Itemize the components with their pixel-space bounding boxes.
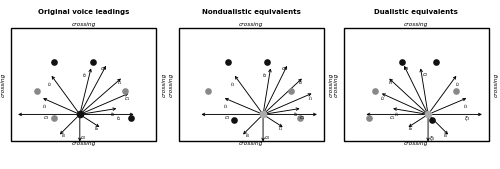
Bar bbox=[12, 28, 156, 141]
Text: $t_1$: $t_1$ bbox=[116, 114, 122, 123]
Text: crossing: crossing bbox=[329, 72, 334, 97]
Text: $c_3$: $c_3$ bbox=[42, 114, 50, 122]
Text: Nondualistic equivalents: Nondualistic equivalents bbox=[202, 9, 300, 15]
Text: $c_1$: $c_1$ bbox=[299, 114, 306, 122]
Text: $c_2$: $c_2$ bbox=[281, 65, 287, 73]
Bar bbox=[179, 28, 324, 141]
Text: $i_3$: $i_3$ bbox=[388, 78, 393, 87]
Text: crossing: crossing bbox=[494, 72, 499, 97]
Text: crossing: crossing bbox=[404, 22, 428, 27]
Text: $t_3$: $t_3$ bbox=[110, 110, 116, 119]
Text: $i_1$: $i_1$ bbox=[394, 110, 399, 119]
Text: $\xi_3$: $\xi_3$ bbox=[464, 114, 471, 123]
Text: crossing: crossing bbox=[72, 22, 96, 27]
Text: $t_1$: $t_1$ bbox=[293, 110, 299, 119]
Text: $t_3$: $t_3$ bbox=[262, 71, 268, 79]
Text: $i_0$: $i_0$ bbox=[442, 131, 448, 140]
Text: $i_3$: $i_3$ bbox=[463, 102, 468, 111]
Text: $i_3$: $i_3$ bbox=[42, 102, 47, 111]
Text: $c_2$: $c_2$ bbox=[100, 65, 106, 73]
Text: $i_1$: $i_1$ bbox=[116, 78, 122, 87]
Text: $i_2$: $i_2$ bbox=[456, 80, 460, 89]
Text: crossing: crossing bbox=[72, 141, 96, 146]
Text: crossing: crossing bbox=[168, 72, 173, 97]
Text: $i_b$: $i_b$ bbox=[408, 124, 414, 133]
Text: $\xi_0$: $\xi_0$ bbox=[428, 134, 436, 142]
Text: crossing: crossing bbox=[404, 141, 428, 146]
Text: $c_3$: $c_3$ bbox=[224, 114, 231, 122]
Text: $c_0$: $c_0$ bbox=[80, 134, 87, 142]
Text: crossing: crossing bbox=[162, 72, 166, 97]
Text: $i_1$: $i_1$ bbox=[308, 94, 313, 103]
Text: $i_1$: $i_1$ bbox=[278, 124, 283, 133]
Text: crossing: crossing bbox=[239, 141, 264, 146]
Text: $i_2$: $i_2$ bbox=[380, 94, 385, 103]
Text: $t_2$: $t_2$ bbox=[82, 71, 87, 79]
Text: $c_0$: $c_0$ bbox=[264, 134, 270, 142]
Text: $c_3$: $c_3$ bbox=[404, 65, 410, 73]
Text: $i_0$: $i_0$ bbox=[62, 131, 67, 140]
Text: $i_3$: $i_3$ bbox=[224, 102, 228, 111]
Text: $i_2$: $i_2$ bbox=[48, 80, 52, 89]
Text: $i_3$: $i_3$ bbox=[230, 80, 236, 89]
Text: $c_1$: $c_1$ bbox=[390, 114, 396, 122]
Text: $i_b$: $i_b$ bbox=[94, 124, 100, 133]
Text: $c_2$: $c_2$ bbox=[422, 71, 429, 79]
Bar bbox=[344, 28, 488, 141]
Text: $i_2$: $i_2$ bbox=[298, 78, 304, 87]
Text: Dualistic equivalents: Dualistic equivalents bbox=[374, 9, 458, 15]
Text: $c_1$: $c_1$ bbox=[124, 95, 130, 103]
Text: crossing: crossing bbox=[239, 22, 264, 27]
Text: Original voice leadings: Original voice leadings bbox=[38, 9, 130, 15]
Text: crossing: crossing bbox=[1, 72, 6, 97]
Text: crossing: crossing bbox=[334, 72, 338, 97]
Text: $i_0$: $i_0$ bbox=[244, 131, 250, 140]
